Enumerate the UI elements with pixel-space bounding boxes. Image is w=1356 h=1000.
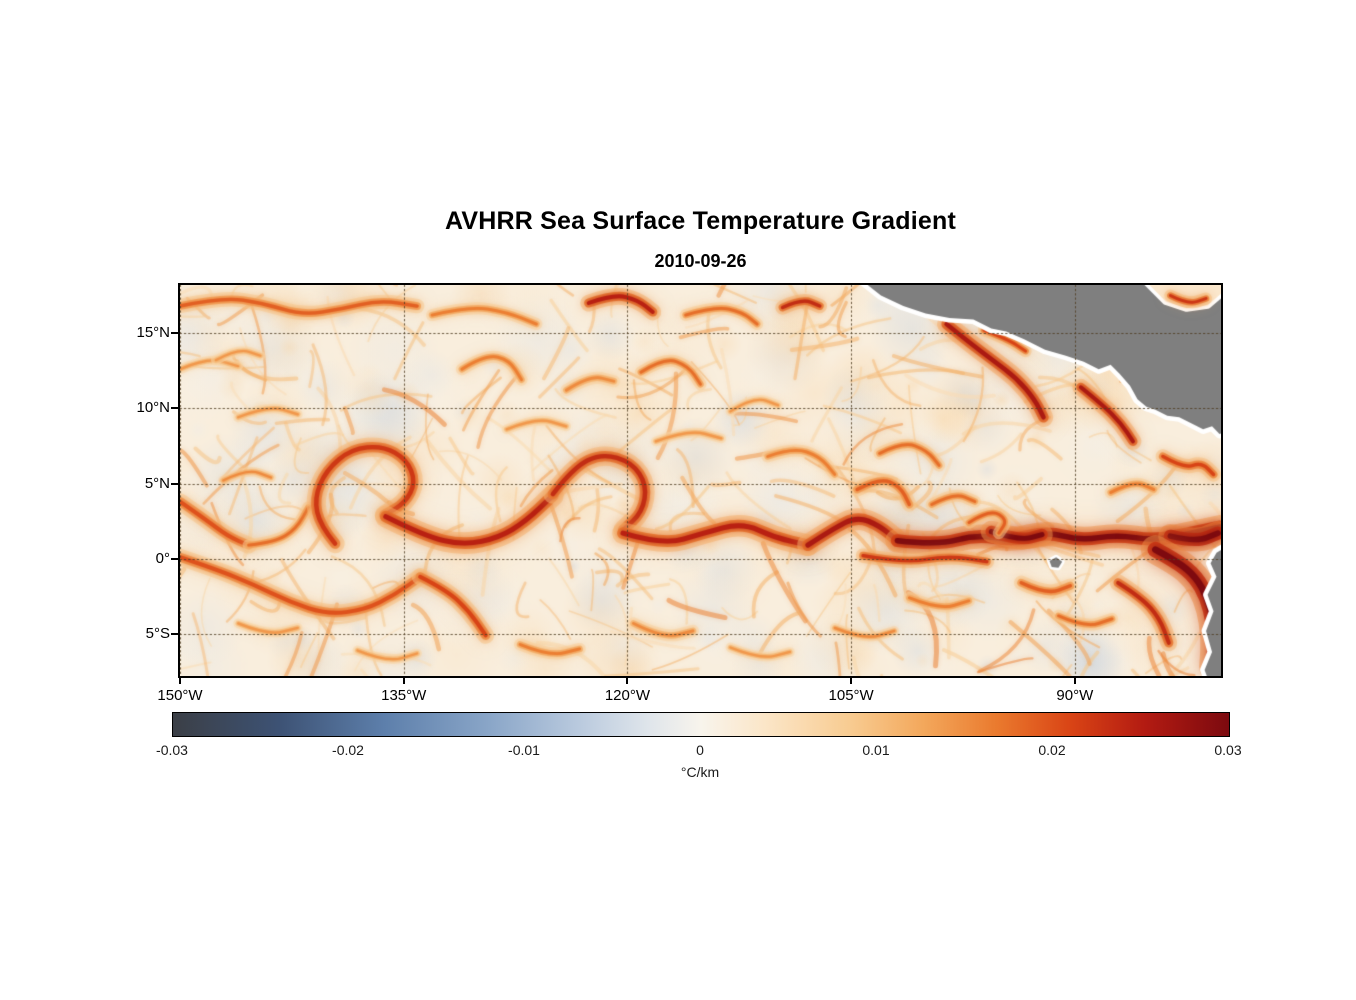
chart-date: 2010-09-26 xyxy=(654,251,747,271)
y-axis-tick xyxy=(171,632,178,635)
colorbar-tick-label: 0.01 xyxy=(862,742,890,758)
x-axis-tick xyxy=(850,678,853,684)
colorbar-tick-label: 0 xyxy=(696,742,704,758)
x-axis-tick-label: 105°W xyxy=(828,687,874,704)
colorbar-tick-label: -0.03 xyxy=(156,742,188,758)
y-axis-tick-label: 5°S xyxy=(145,624,170,642)
x-axis-tick xyxy=(1073,678,1076,684)
map-plot-area xyxy=(178,283,1223,678)
y-axis-tick xyxy=(171,482,178,485)
x-axis-tick-label: 120°W xyxy=(604,687,650,704)
chart-title: AVHRR Sea Surface Temperature Gradient xyxy=(445,207,956,235)
y-axis-tick xyxy=(171,332,178,335)
y-axis-tick-label: 5°N xyxy=(144,474,170,492)
x-axis-tick-label: 150°W xyxy=(157,687,203,704)
colorbar-gradient xyxy=(173,713,1229,736)
x-axis-tick-label: 135°W xyxy=(381,687,427,704)
colorbar-tick-label: 0.03 xyxy=(1214,742,1242,758)
sst-gradient-heatmap xyxy=(180,285,1221,676)
y-axis-tick xyxy=(171,557,178,560)
colorbar-tick-label: 0.02 xyxy=(1038,742,1066,758)
y-axis-tick-label: 10°N xyxy=(136,399,170,417)
x-axis-tick xyxy=(626,678,629,684)
colorbar xyxy=(172,712,1230,737)
x-axis-tick-label: 90°W xyxy=(1056,687,1094,704)
y-axis-tick-label: 15°N xyxy=(136,324,170,342)
y-axis-tick-label: 0° xyxy=(155,549,170,567)
colorbar-tick-label: -0.02 xyxy=(332,742,364,758)
x-axis-tick xyxy=(402,678,405,684)
colorbar-unit-label: °C/km xyxy=(680,764,720,780)
x-axis-tick xyxy=(179,678,181,684)
y-axis-tick xyxy=(171,407,178,410)
colorbar-tick-label: -0.01 xyxy=(508,742,540,758)
